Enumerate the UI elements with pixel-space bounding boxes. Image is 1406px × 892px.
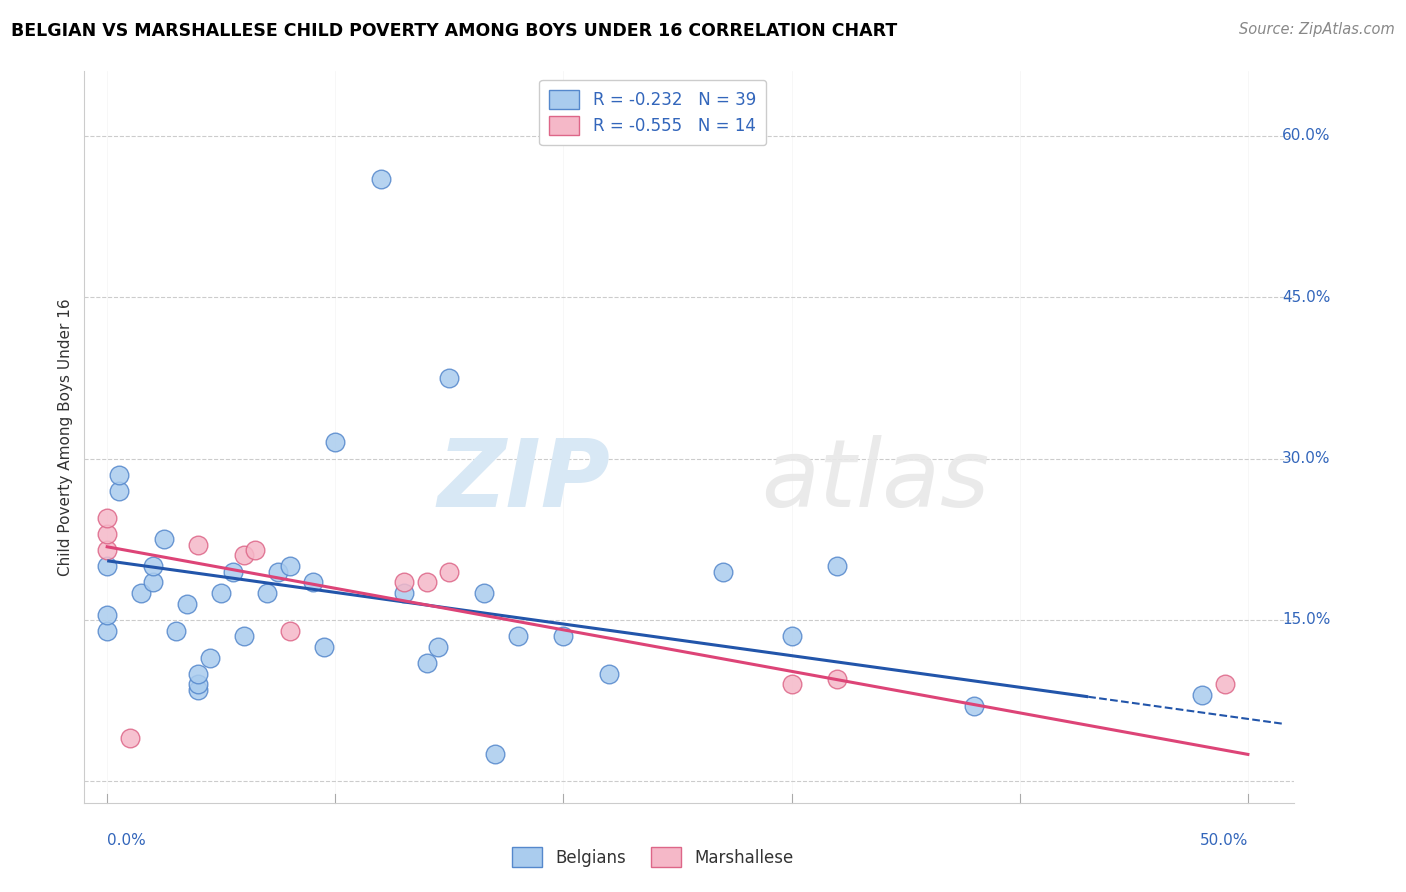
Point <box>107 467 129 482</box>
Text: 45.0%: 45.0% <box>1282 290 1330 305</box>
Point <box>118 731 141 746</box>
Text: Source: ZipAtlas.com: Source: ZipAtlas.com <box>1239 22 1395 37</box>
Text: 50.0%: 50.0% <box>1199 833 1249 848</box>
Point <box>256 586 278 600</box>
Point <box>439 371 461 385</box>
Point <box>427 640 450 654</box>
Point <box>131 586 153 600</box>
Legend: Belgians, Marshallese: Belgians, Marshallese <box>503 839 801 875</box>
Point <box>142 575 165 590</box>
Point <box>96 607 118 622</box>
Point <box>278 624 301 638</box>
Point <box>153 533 176 547</box>
Point <box>233 549 256 563</box>
Point <box>96 624 118 638</box>
Point <box>187 682 209 697</box>
Point <box>278 559 301 574</box>
Point <box>187 666 209 681</box>
Point <box>780 677 803 691</box>
Text: 30.0%: 30.0% <box>1282 451 1330 467</box>
Point <box>1213 677 1236 691</box>
Point <box>221 565 243 579</box>
Point <box>209 586 232 600</box>
Point <box>107 483 129 498</box>
Text: BELGIAN VS MARSHALLESE CHILD POVERTY AMONG BOYS UNDER 16 CORRELATION CHART: BELGIAN VS MARSHALLESE CHILD POVERTY AMO… <box>11 22 897 40</box>
Point <box>96 527 118 541</box>
Point <box>267 565 290 579</box>
Point <box>415 575 437 590</box>
Point <box>312 640 335 654</box>
Text: 0.0%: 0.0% <box>107 833 146 848</box>
Point <box>245 543 267 558</box>
Point <box>553 629 575 643</box>
Text: 60.0%: 60.0% <box>1282 128 1330 144</box>
Point <box>96 510 118 524</box>
Point <box>472 586 495 600</box>
Point <box>711 565 734 579</box>
Point <box>233 629 256 643</box>
Y-axis label: Child Poverty Among Boys Under 16: Child Poverty Among Boys Under 16 <box>58 298 73 576</box>
Point <box>96 559 118 574</box>
Text: atlas: atlas <box>762 435 990 526</box>
Point <box>198 650 221 665</box>
Point <box>301 575 323 590</box>
Point <box>825 672 848 686</box>
Point <box>142 559 165 574</box>
Point <box>187 538 209 552</box>
Point <box>484 747 506 762</box>
Point <box>187 677 209 691</box>
Text: 15.0%: 15.0% <box>1282 613 1330 627</box>
Point <box>598 666 620 681</box>
Point <box>439 565 461 579</box>
Point <box>392 575 415 590</box>
Point <box>370 172 392 186</box>
Point <box>392 586 415 600</box>
Text: ZIP: ZIP <box>437 435 610 527</box>
Point <box>780 629 803 643</box>
Point <box>96 543 118 558</box>
Point <box>963 698 986 713</box>
Point <box>415 656 437 670</box>
Point <box>323 435 346 450</box>
Point <box>825 559 848 574</box>
Point <box>506 629 529 643</box>
Point <box>1191 688 1213 702</box>
Point <box>176 597 198 611</box>
Point <box>165 624 187 638</box>
